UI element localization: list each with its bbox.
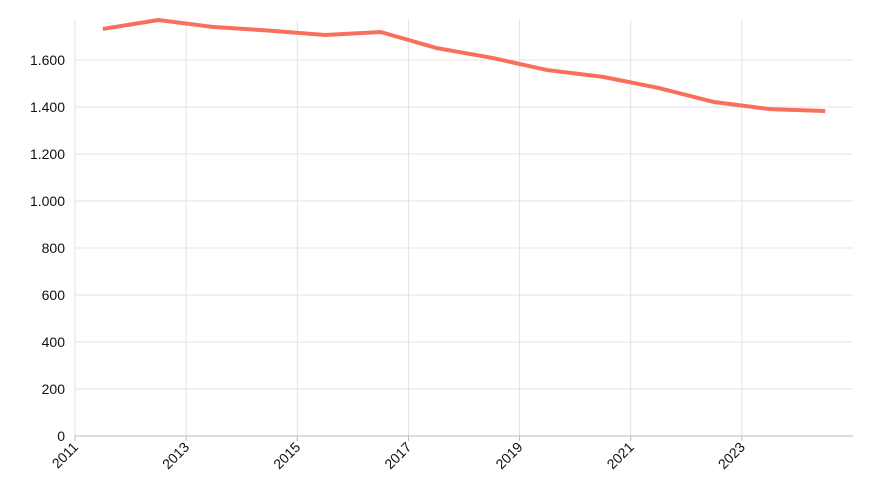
x-tick-label: 2011 — [49, 439, 82, 472]
y-tick-label: 200 — [42, 381, 66, 397]
y-tick-label: 1.000 — [30, 193, 65, 209]
x-tick-label: 2017 — [381, 439, 414, 472]
y-tick-label: 400 — [42, 334, 66, 350]
y-tick-label: 800 — [42, 240, 66, 256]
x-tick-label: 2015 — [270, 439, 303, 472]
x-tick-label: 2021 — [603, 439, 636, 472]
x-tick-label: 2023 — [715, 439, 748, 472]
y-tick-label: 1.200 — [30, 146, 65, 162]
y-tick-label: 0 — [57, 428, 65, 444]
line — [102, 18, 826, 113]
y-tick-label: 1.400 — [30, 99, 65, 115]
y-tick-label: 600 — [42, 287, 66, 303]
x-tick-label: 2013 — [159, 439, 192, 472]
x-tick-label: 2019 — [492, 439, 525, 472]
y-tick-label: 1.600 — [30, 52, 65, 68]
